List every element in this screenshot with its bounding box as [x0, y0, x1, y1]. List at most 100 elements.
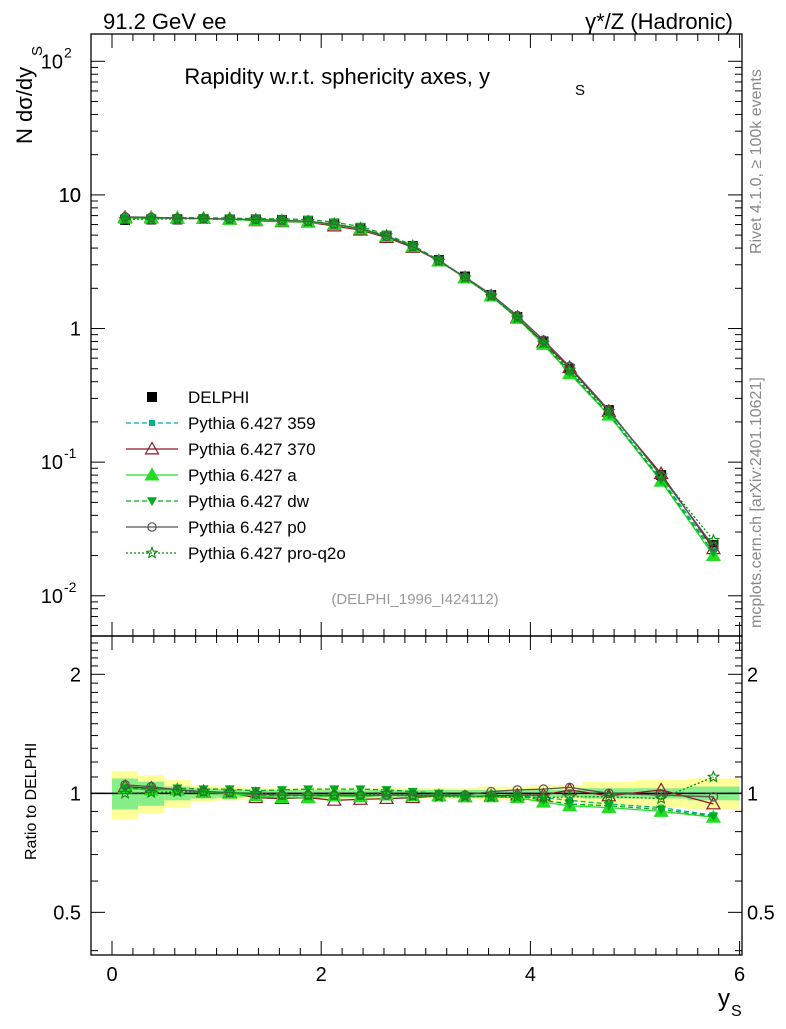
point-delphi [708, 539, 719, 550]
point-pythia-6-427-p0 [538, 335, 549, 345]
header-left: 91.2 GeV ee [103, 9, 227, 34]
header-right: γ*/Z (Hadronic) [585, 9, 733, 34]
ratio-point-pythia-6-427-pro-q2o [118, 786, 132, 800]
ratio-ytick-label: 1 [70, 783, 81, 805]
ratio-point-pythia-6-427-dw [708, 812, 719, 822]
main-ytick-exp: -2 [64, 579, 77, 595]
legend-label-pythia-6-427-pro-q2o: Pythia 6.427 pro-q2o [188, 544, 346, 563]
ratio-point-pythia-6-427-pro-q2o [602, 789, 616, 803]
xlabel: y [718, 985, 730, 1012]
ratio-ytick-label: 0.5 [53, 902, 81, 924]
point-pythia-6-427-pro-q2o [222, 211, 237, 225]
ratio-ytick-label: 2 [70, 664, 81, 686]
ratio-point-pythia-6-427-pro-q2o [144, 785, 158, 799]
ratio-xtick-label: 6 [734, 964, 745, 986]
ratio-point-pythia-6-427-pro-q2o [510, 789, 525, 803]
ratio-point-pythia-6-427-pro-q2o [406, 788, 420, 802]
legend-label-pythia-6-427-370: Pythia 6.427 370 [188, 440, 316, 459]
point-pythia-6-427-pro-q2o [510, 310, 525, 324]
ratio-frame [90, 635, 743, 956]
point-pythia-6-427-p0 [381, 231, 392, 242]
point-pythia-6-427-pro-q2o [706, 533, 721, 547]
point-pythia-6-427-pro-q2o [353, 221, 368, 235]
point-pythia-6-427-pro-q2o [654, 468, 668, 482]
ratio-line-pythia-6-427-dw [125, 787, 714, 817]
ratio-point-pythia-6-427-pro-q2o [196, 784, 211, 798]
ratio-point-pythia-6-427-p0 [251, 789, 261, 799]
ratio-point-pythia-6-427-pro-q2o [353, 788, 368, 801]
legend-marker-pythia-6-427-370 [144, 441, 160, 455]
point-pythia-6-427-pro-q2o [170, 211, 184, 225]
point-pythia-6-427-pro-q2o [196, 211, 211, 225]
legend-label-pythia-6-427-dw: Pythia 6.427 dw [188, 492, 310, 511]
ratio-point-pythia-6-427-p0 [512, 785, 523, 795]
main-ytick-label: 10 [41, 51, 63, 73]
point-pythia-6-427-pro-q2o [563, 362, 577, 376]
legend-label-pythia-6-427-a: Pythia 6.427 a [188, 466, 297, 485]
ratio-xtick-label: 4 [525, 964, 536, 986]
series-line-pythia-6-427-p0 [125, 216, 714, 547]
legend-marker-pythia-6-427-dw [147, 497, 157, 506]
main-ytick-label: 10 [41, 586, 63, 608]
ratio-point-pythia-6-427-p0 [146, 781, 157, 792]
legend-marker-pythia-6-427-pro-q2o [145, 545, 159, 559]
point-pythia-6-427-pro-q2o [327, 217, 341, 230]
ratio-point-pythia-6-427-pro-q2o [301, 788, 315, 801]
legend-marker-pythia-6-427-p0 [147, 522, 157, 532]
xlabel-sub: S [731, 1003, 742, 1020]
point-pythia-6-427-pro-q2o [144, 211, 158, 225]
main-ytick-label: 10 [41, 452, 63, 474]
legend-marker-delphi [147, 392, 157, 402]
main-ytick-exp: 2 [64, 44, 72, 60]
point-pythia-6-427-pro-q2o [118, 212, 132, 226]
main-title: Rapidity w.r.t. sphericity axes, y [184, 64, 490, 89]
point-pythia-6-427-pro-q2o [249, 212, 263, 226]
main-ytick-label: 1 [70, 319, 81, 341]
point-pythia-6-427-pro-q2o [602, 404, 616, 418]
legend-label-pythia-6-427-359: Pythia 6.427 359 [188, 414, 316, 433]
ratio-point-pythia-6-427-p0 [486, 786, 496, 797]
ratio-point-pythia-6-427-pro-q2o [275, 788, 289, 801]
ratio-point-pythia-6-427-dw [603, 802, 614, 811]
ratio-panel: 0 2 4 6 2 2 1 1 0.5 0.5 [53, 635, 775, 986]
ratio-point-pythia-6-427-pro-q2o [706, 770, 721, 783]
point-pythia-6-427-pro-q2o [536, 335, 551, 349]
ratio-point-pythia-6-427-dw [407, 787, 418, 797]
point-pythia-6-427-pro-q2o [432, 253, 446, 267]
legend-marker-pythia-6-427-a [144, 467, 160, 481]
ratio-point-pythia-6-427-370 [705, 796, 721, 810]
ratio-point-pythia-6-427-p0 [381, 790, 392, 800]
ratio-point-pythia-6-427-pro-q2o [458, 789, 472, 803]
ratio-point-pythia-6-427-pro-q2o [379, 786, 394, 800]
ratio-line-pythia-6-427-pro-q2o [125, 776, 714, 800]
ratio-point-pythia-6-427-370 [562, 782, 578, 796]
ratio-ytick-label-right: 2 [747, 664, 758, 686]
legend: DELPHI Pythia 6.427 359 Pythia 6.427 370 Py… [126, 388, 346, 563]
point-pythia-6-427-pro-q2o [301, 214, 315, 227]
ratio-xtick-label: 0 [106, 964, 117, 986]
point-pythia-6-427-pro-q2o [406, 239, 420, 253]
point-pythia-6-427-dw [708, 548, 719, 558]
ratio-point-pythia-6-427-p0 [604, 788, 614, 799]
ratio-point-pythia-6-427-pro-q2o [562, 789, 577, 803]
ratio-point-pythia-6-427-p0 [656, 790, 666, 800]
ratio-point-pythia-6-427-pro-q2o [170, 784, 184, 798]
ratio-point-pythia-6-427-pro-q2o [432, 789, 446, 803]
side-text-bottom: mcplots.cern.ch [arXiv:2401.10621] [748, 377, 765, 628]
main-ylabel: N dσ/dy S [12, 46, 46, 144]
main-title-sub: S [575, 82, 585, 99]
point-pythia-6-427-pro-q2o [275, 213, 289, 227]
main-ylabel-text: N dσ/dy [12, 67, 37, 144]
ratio-point-pythia-6-427-dw [564, 800, 575, 809]
ratio-ylabel: Ratio to DELPHI [23, 743, 40, 860]
ratio-ytick-label-right: 1 [747, 783, 758, 805]
legend-marker-pythia-6-427-359 [149, 420, 155, 426]
watermark: (DELPHI_1996_I424112) [331, 591, 498, 608]
legend-label-delphi: DELPHI [188, 388, 249, 407]
ratio-point-pythia-6-427-pro-q2o [327, 788, 341, 801]
point-pythia-6-427-p0 [708, 541, 719, 551]
main-ytick-label: 10 [59, 185, 81, 207]
ratio-point-pythia-6-427-dw [250, 787, 261, 796]
point-pythia-6-427-pro-q2o [484, 288, 498, 302]
main-ylabel-sub: S [29, 46, 46, 56]
